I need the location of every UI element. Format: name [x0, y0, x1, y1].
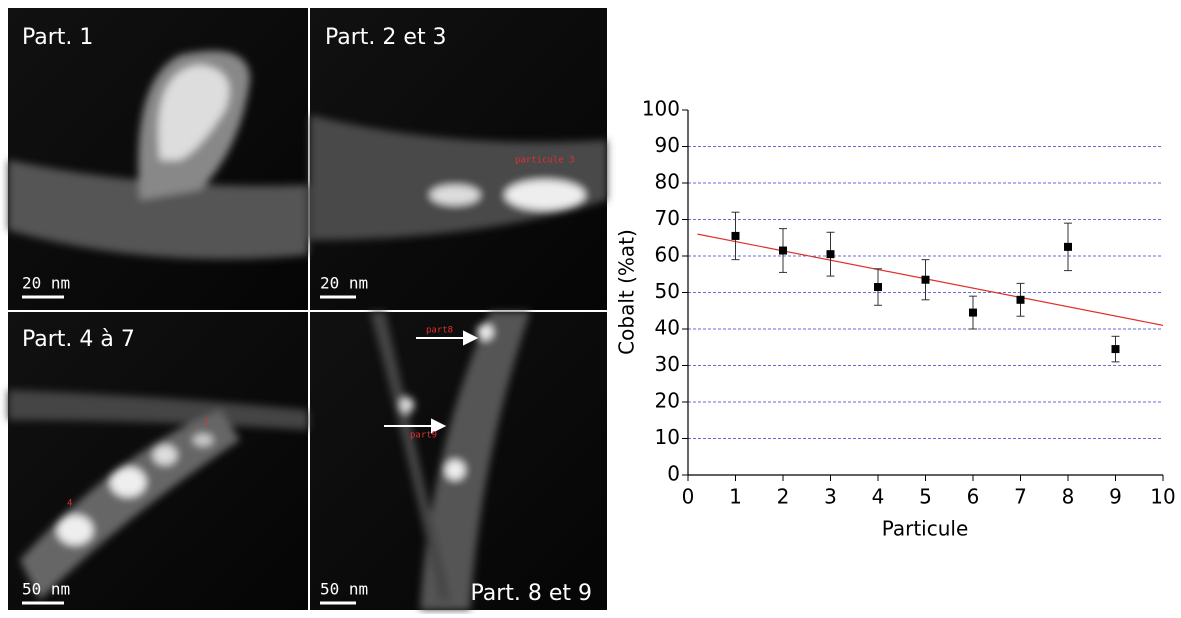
- scale-label: 50 nm: [320, 580, 368, 599]
- y-tick-label: 20: [655, 389, 680, 413]
- annotation: 7: [204, 419, 209, 429]
- data-point: [1064, 242, 1072, 251]
- x-tick-label: 10: [1150, 485, 1175, 509]
- x-tick-label: 8: [1062, 485, 1075, 509]
- micrographs: Part. 1 Part. 2 et 3 Part. 4 à 7 Part. 8…: [8, 8, 607, 610]
- y-tick-label: 90: [655, 133, 680, 157]
- data-point: [1016, 295, 1025, 304]
- x-axis-title: Particule: [882, 517, 969, 541]
- x-tick-label: 7: [1014, 485, 1027, 509]
- x-tick-label: 6: [967, 485, 980, 509]
- scale-label: 20 nm: [22, 274, 70, 293]
- fit-line: [697, 233, 1164, 326]
- scale-label: 50 nm: [22, 580, 70, 599]
- data-point: [921, 275, 930, 284]
- panel-label: Part. 1: [22, 25, 93, 50]
- data-point: [731, 231, 740, 240]
- y-tick-label: 80: [655, 170, 680, 194]
- y-tick-label: 10: [655, 425, 680, 449]
- data-point: [1111, 345, 1120, 354]
- annotation: 4: [67, 499, 72, 509]
- annotation: part8: [426, 326, 453, 336]
- arrows: [384, 330, 479, 434]
- scale-bars: [22, 295, 356, 605]
- x-tick-label: 2: [777, 485, 790, 509]
- x-tick-label: 3: [824, 485, 837, 509]
- data-point: [779, 246, 787, 255]
- data-point: [874, 283, 882, 292]
- x-tick-label: 4: [872, 485, 885, 509]
- y-tick-label: 0: [667, 462, 680, 486]
- annotation: particule 3: [515, 156, 575, 166]
- scale-label: 20 nm: [320, 274, 368, 293]
- y-tick-label: 100: [642, 97, 680, 121]
- x-tick-label: 1: [729, 485, 742, 509]
- y-tick-label: 70: [655, 206, 680, 230]
- panel-label: Part. 4 à 7: [22, 327, 135, 352]
- image-content: [8, 50, 607, 610]
- x-tick-label: 9: [1109, 485, 1122, 509]
- panel-label: Part. 8 et 9: [470, 581, 592, 606]
- y-tick-label: 50: [655, 279, 680, 303]
- y-axis-title: Cobalt (%at): [615, 229, 639, 355]
- x-tick-label: 5: [919, 485, 932, 509]
- y-tick-label: 60: [655, 243, 680, 267]
- data-point: [969, 308, 977, 317]
- panel-label: Part. 2 et 3: [325, 25, 447, 50]
- x-tick-label: 0: [682, 485, 695, 509]
- data-point: [826, 250, 835, 259]
- y-tick-label: 30: [655, 352, 680, 376]
- annotation: part9: [410, 431, 437, 441]
- y-tick-label: 40: [655, 316, 680, 340]
